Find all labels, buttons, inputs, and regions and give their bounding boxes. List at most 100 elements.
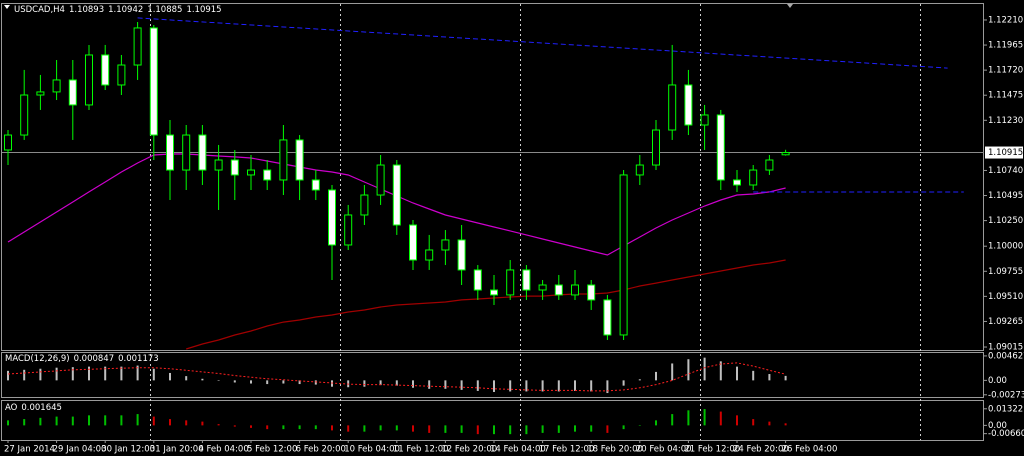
y-tick-label: 1.09510 — [988, 292, 1023, 302]
histogram-bar — [379, 425, 382, 431]
histogram-bar — [752, 419, 755, 426]
candle-body — [68, 79, 77, 106]
shift-marker[interactable] — [787, 4, 793, 8]
histogram-bar — [185, 420, 188, 426]
histogram-bar — [71, 367, 74, 381]
histogram-bar — [655, 420, 657, 426]
close-price: 1.10915 — [186, 5, 221, 15]
x-tick-label: 31 Jan 20:00 — [150, 445, 204, 455]
candle-body — [311, 179, 320, 191]
candle-body — [700, 114, 709, 126]
histogram-bar — [55, 367, 58, 381]
histogram-bar — [622, 425, 625, 430]
histogram-bar — [7, 370, 9, 381]
y-tick-label: 0.00 — [988, 421, 1007, 431]
histogram-bar — [638, 379, 641, 381]
candle-body — [554, 284, 563, 296]
candle-body — [133, 27, 142, 66]
candle-body — [360, 194, 369, 216]
histogram-bar — [136, 365, 139, 381]
histogram-bar — [314, 425, 317, 430]
histogram-bar — [719, 411, 722, 426]
histogram-bar — [509, 380, 512, 392]
histogram-bar — [152, 416, 155, 426]
trend-line — [137, 17, 948, 69]
histogram-bar — [217, 380, 220, 381]
candle-body — [781, 152, 790, 156]
histogram-bar — [88, 415, 90, 426]
high-price: 1.10942 — [108, 5, 143, 15]
histogram-bar — [412, 425, 414, 432]
menu-arrow[interactable] — [4, 5, 10, 9]
candle-body — [473, 269, 482, 291]
candle-body — [749, 169, 758, 186]
candle-body — [101, 54, 110, 86]
histogram-bar — [444, 425, 447, 433]
histogram-bar — [428, 380, 431, 389]
histogram-bar — [395, 425, 398, 431]
signal-line — [7, 362, 786, 392]
histogram-bar — [104, 415, 107, 426]
histogram-bar — [525, 380, 528, 392]
histogram-bar — [606, 380, 609, 394]
x-tick-label: 24 Feb 20:00 — [733, 445, 789, 455]
candle-body — [376, 164, 385, 196]
histogram-bar — [314, 380, 317, 385]
histogram-bar — [201, 421, 204, 426]
histogram-bar — [768, 421, 771, 426]
y-tick-label: 1.10740 — [988, 166, 1023, 176]
macd-value: 0.000847 — [74, 354, 115, 364]
candle-body — [652, 129, 660, 166]
candle-body — [765, 159, 774, 171]
candle-body — [587, 284, 596, 301]
histogram-bar — [55, 416, 58, 426]
candle-body — [198, 134, 207, 171]
ao-value: 0.001645 — [21, 403, 62, 413]
ao-panel-frame — [1, 400, 984, 441]
candle-body — [166, 134, 174, 171]
candle-body — [392, 164, 401, 226]
candle-body — [522, 269, 531, 291]
y-tick-label: 1.10000 — [988, 242, 1023, 252]
histogram-bar — [250, 380, 252, 384]
candle-body — [425, 249, 434, 261]
low-price: 1.10885 — [147, 5, 182, 15]
histogram-bar — [185, 376, 188, 381]
histogram-bar — [703, 357, 706, 381]
histogram-bar — [671, 414, 674, 426]
histogram-bar — [7, 420, 9, 426]
histogram-bar — [541, 380, 544, 392]
histogram-bar — [557, 425, 560, 433]
y-tick-label: 1.11720 — [988, 66, 1023, 76]
histogram-bar — [671, 363, 674, 381]
histogram-bar — [282, 425, 285, 430]
histogram-bar — [574, 380, 576, 391]
histogram-bar — [509, 425, 512, 435]
ao-label: AO 0.001645 — [5, 403, 62, 413]
histogram-bar — [541, 425, 544, 433]
y-tick-label: 0.00 — [988, 376, 1007, 386]
histogram-bar — [444, 380, 447, 389]
histogram-bar — [169, 372, 171, 381]
y-tick-label: 1.09015 — [988, 343, 1023, 353]
y-tick-label: 1.09755 — [988, 267, 1023, 277]
panel-frames — [1, 3, 984, 441]
histogram-bar — [152, 368, 155, 381]
histogram-bar — [120, 415, 123, 426]
histogram-bar — [379, 380, 382, 386]
x-tick-label: 20 Feb 04:00 — [636, 445, 692, 455]
candle-body — [20, 94, 29, 136]
macd-name: MACD(12,26,9) — [5, 354, 70, 364]
histogram-bar — [460, 380, 463, 390]
histogram-bar — [233, 425, 236, 427]
candle-body — [52, 79, 61, 93]
x-tick-label: 21 Feb 12:00 — [684, 445, 740, 455]
macd-label: MACD(12,26,9) 0.000847 0.001173 — [5, 354, 159, 364]
histogram-bar — [169, 419, 171, 426]
candle-body — [571, 284, 579, 296]
histogram-bar — [136, 414, 139, 426]
histogram-bar — [768, 374, 771, 381]
y-tick-label: -0.00660 — [988, 429, 1024, 439]
candle-body — [619, 174, 628, 336]
